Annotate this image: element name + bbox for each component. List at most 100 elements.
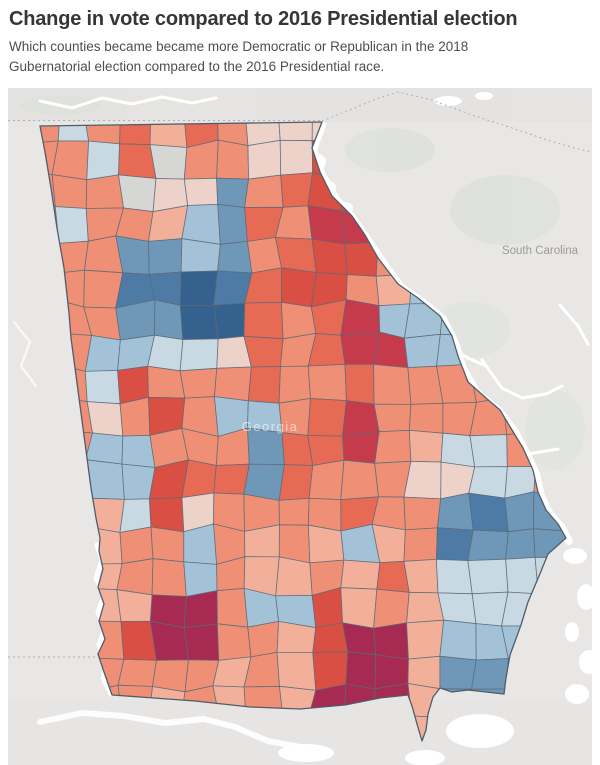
county[interactable] bbox=[179, 270, 219, 306]
county[interactable] bbox=[340, 459, 379, 501]
county[interactable] bbox=[213, 302, 246, 340]
county[interactable] bbox=[468, 492, 509, 533]
county[interactable] bbox=[247, 366, 281, 404]
county[interactable] bbox=[345, 651, 377, 690]
county[interactable] bbox=[342, 400, 380, 437]
county[interactable] bbox=[86, 401, 124, 437]
county[interactable] bbox=[468, 466, 508, 499]
county[interactable] bbox=[374, 429, 412, 464]
county[interactable] bbox=[244, 174, 284, 208]
county[interactable] bbox=[467, 558, 509, 595]
county[interactable] bbox=[118, 143, 157, 179]
county[interactable] bbox=[148, 238, 183, 275]
county[interactable] bbox=[51, 174, 88, 209]
county[interactable] bbox=[312, 651, 349, 691]
county[interactable] bbox=[280, 172, 314, 208]
county[interactable] bbox=[340, 299, 381, 336]
county[interactable] bbox=[403, 527, 438, 562]
county[interactable] bbox=[278, 464, 314, 501]
county[interactable] bbox=[373, 403, 412, 433]
county[interactable] bbox=[118, 174, 157, 213]
county[interactable] bbox=[403, 333, 441, 369]
county[interactable] bbox=[373, 622, 409, 660]
county[interactable] bbox=[183, 590, 218, 629]
county[interactable] bbox=[121, 434, 156, 468]
county[interactable] bbox=[179, 367, 218, 399]
county[interactable] bbox=[149, 144, 188, 180]
county[interactable] bbox=[340, 587, 378, 629]
county[interactable] bbox=[281, 301, 317, 340]
county[interactable] bbox=[276, 652, 317, 691]
county[interactable] bbox=[342, 431, 380, 464]
county[interactable] bbox=[279, 139, 314, 176]
county[interactable] bbox=[407, 655, 441, 690]
county[interactable] bbox=[247, 139, 282, 180]
county[interactable] bbox=[340, 559, 381, 590]
county[interactable] bbox=[374, 654, 409, 690]
county[interactable] bbox=[437, 592, 477, 625]
county[interactable] bbox=[505, 528, 536, 560]
county[interactable] bbox=[307, 363, 347, 402]
county[interactable] bbox=[275, 556, 313, 597]
county[interactable] bbox=[151, 558, 187, 597]
county[interactable] bbox=[119, 526, 154, 565]
county[interactable] bbox=[307, 524, 345, 564]
county[interactable] bbox=[408, 429, 444, 463]
county[interactable] bbox=[307, 398, 347, 437]
county[interactable] bbox=[243, 301, 284, 340]
county[interactable] bbox=[406, 619, 445, 660]
county[interactable] bbox=[116, 589, 153, 622]
county[interactable] bbox=[181, 459, 217, 499]
county[interactable] bbox=[117, 658, 157, 687]
county[interactable] bbox=[116, 558, 154, 596]
county[interactable] bbox=[373, 363, 412, 405]
county[interactable] bbox=[403, 558, 439, 594]
county[interactable] bbox=[154, 299, 184, 341]
county[interactable] bbox=[216, 177, 250, 208]
county[interactable] bbox=[504, 491, 535, 533]
county[interactable] bbox=[439, 619, 477, 661]
county[interactable] bbox=[435, 558, 473, 595]
county[interactable] bbox=[406, 591, 445, 624]
map-panel[interactable]: South Carolina Georgia bbox=[8, 88, 592, 765]
county[interactable] bbox=[183, 623, 220, 661]
county[interactable] bbox=[84, 335, 121, 372]
county[interactable] bbox=[278, 398, 311, 436]
county[interactable] bbox=[180, 238, 221, 273]
county[interactable] bbox=[179, 304, 219, 341]
county[interactable] bbox=[344, 363, 375, 405]
county[interactable] bbox=[408, 402, 444, 434]
county[interactable] bbox=[373, 588, 410, 629]
county[interactable] bbox=[440, 432, 476, 468]
county[interactable] bbox=[216, 623, 252, 661]
county[interactable] bbox=[85, 174, 125, 209]
county[interactable] bbox=[340, 331, 381, 365]
county[interactable] bbox=[275, 237, 317, 273]
county[interactable] bbox=[469, 434, 508, 468]
county[interactable] bbox=[439, 655, 477, 690]
county[interactable] bbox=[247, 620, 280, 658]
county[interactable] bbox=[217, 203, 248, 245]
county[interactable] bbox=[403, 460, 442, 500]
county[interactable] bbox=[217, 240, 253, 274]
county[interactable] bbox=[467, 529, 509, 562]
county[interactable] bbox=[436, 492, 474, 531]
county[interactable] bbox=[247, 427, 285, 466]
county[interactable] bbox=[181, 203, 221, 245]
county[interactable] bbox=[51, 140, 90, 181]
county[interactable] bbox=[403, 496, 442, 531]
county[interactable] bbox=[278, 365, 311, 404]
county[interactable] bbox=[247, 400, 283, 434]
county[interactable] bbox=[213, 463, 250, 495]
county[interactable] bbox=[278, 497, 310, 526]
county[interactable] bbox=[183, 177, 219, 206]
county[interactable] bbox=[471, 658, 509, 690]
county[interactable] bbox=[213, 366, 252, 402]
county[interactable] bbox=[150, 526, 185, 563]
county[interactable] bbox=[84, 432, 124, 465]
county[interactable] bbox=[179, 338, 219, 372]
county[interactable] bbox=[311, 238, 348, 276]
county[interactable] bbox=[147, 365, 186, 399]
county[interactable] bbox=[216, 587, 249, 628]
county[interactable] bbox=[312, 622, 349, 653]
